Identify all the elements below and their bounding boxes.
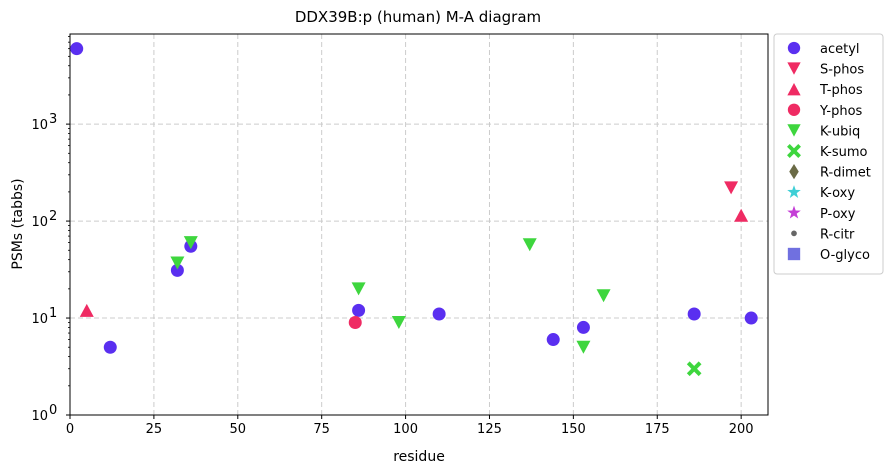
data-point-acetyl bbox=[687, 307, 701, 321]
legend-label: R-dimet bbox=[820, 166, 871, 181]
x-tick-label: 200 bbox=[729, 422, 754, 437]
legend-marker-s-phos bbox=[787, 62, 801, 75]
grid bbox=[70, 34, 768, 415]
y-axis-title: PSMs (tabbs) bbox=[10, 178, 26, 269]
y-tick-exponent: 1 bbox=[49, 306, 57, 321]
x-tick-label: 175 bbox=[645, 422, 670, 437]
x-tick-label: 75 bbox=[313, 422, 330, 437]
data-point-acetyl bbox=[70, 42, 84, 56]
x-tick-label: 150 bbox=[561, 422, 586, 437]
data-points bbox=[70, 42, 758, 377]
legend-marker-r-citr bbox=[791, 230, 797, 237]
data-point-k-ubiq bbox=[170, 256, 185, 270]
data-point-k-ubiq bbox=[351, 282, 366, 296]
data-point-acetyl bbox=[576, 320, 590, 334]
legend-label: S-phos bbox=[820, 63, 864, 78]
data-point-k-ubiq bbox=[391, 315, 406, 329]
legend: acetyl S-phos T-phos Y-phos K-ubiq K-sumo R-di… bbox=[773, 33, 884, 275]
data-point-acetyl bbox=[170, 263, 184, 277]
legend-label: acetyl bbox=[820, 42, 860, 57]
data-point-acetyl bbox=[352, 303, 366, 317]
data-point-k-ubiq bbox=[576, 340, 591, 354]
data-point-t-phos bbox=[734, 208, 749, 222]
x-tick-label: 50 bbox=[230, 422, 247, 437]
data-point-k-sumo bbox=[686, 361, 702, 377]
x-tick-label: 125 bbox=[477, 422, 502, 437]
legend-marker-p-oxy bbox=[787, 205, 801, 219]
legend-marker-k-ubiq bbox=[787, 124, 801, 137]
data-point-y-phos bbox=[348, 315, 362, 329]
chart-title: DDX39B:p (human) M-A diagram bbox=[295, 8, 541, 26]
legend-label: K-oxy bbox=[820, 186, 855, 201]
legend-label: T-phos bbox=[819, 83, 863, 98]
y-tick-exponent: 2 bbox=[49, 209, 57, 224]
legend-marker-k-oxy bbox=[787, 185, 801, 198]
legend-label: P-oxy bbox=[820, 207, 856, 222]
data-point-k-ubiq bbox=[522, 238, 537, 252]
data-point-acetyl bbox=[744, 311, 758, 325]
data-point-k-ubiq bbox=[596, 289, 611, 303]
data-point-k-ubiq bbox=[183, 236, 198, 250]
y-tick-label: 10 bbox=[31, 215, 48, 230]
legend-label: K-sumo bbox=[820, 145, 868, 160]
legend-marker-y-phos bbox=[787, 103, 801, 116]
legend-marker-t-phos bbox=[787, 83, 801, 96]
y-tick-exponent: 0 bbox=[49, 403, 57, 418]
x-tick-label: 25 bbox=[146, 422, 163, 437]
legend-label: K-ubiq bbox=[820, 124, 860, 139]
legend-marker-o-glyco bbox=[787, 247, 801, 261]
plot-frame bbox=[69, 33, 769, 416]
y-tick-label: 10 bbox=[31, 312, 48, 327]
legend-marker-acetyl bbox=[787, 41, 801, 55]
y-tick-label: 10 bbox=[31, 409, 48, 424]
legend-label: R-citr bbox=[820, 227, 855, 242]
data-point-t-phos bbox=[79, 303, 94, 317]
data-point-s-phos bbox=[724, 181, 739, 195]
y-tick-exponent: 3 bbox=[49, 112, 57, 127]
x-tick-label: 0 bbox=[66, 422, 74, 437]
data-point-acetyl bbox=[432, 307, 446, 321]
legend-label: Y-phos bbox=[819, 104, 863, 119]
legend-marker-k-sumo bbox=[787, 144, 801, 158]
y-tick-label: 10 bbox=[31, 118, 48, 133]
legend-box bbox=[773, 33, 884, 275]
legend-marker-r-dimet bbox=[789, 164, 799, 180]
x-tick-label: 100 bbox=[393, 422, 418, 437]
x-axis-title: residue bbox=[393, 449, 445, 465]
data-point-acetyl bbox=[546, 333, 560, 347]
legend-label: O-glyco bbox=[820, 248, 870, 263]
data-point-acetyl bbox=[103, 340, 117, 354]
